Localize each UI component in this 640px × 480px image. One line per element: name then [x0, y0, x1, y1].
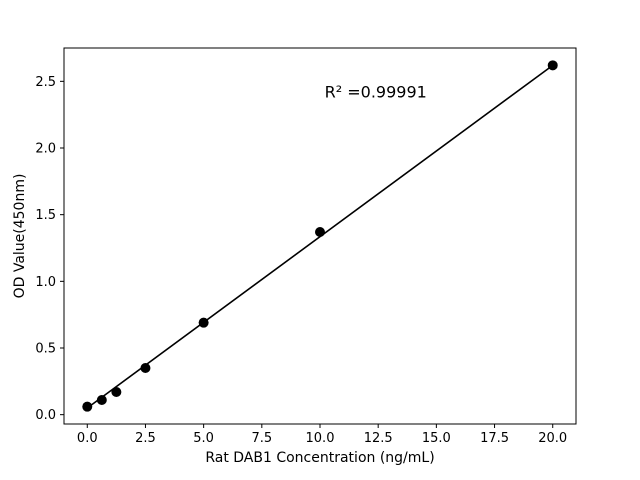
- data-point: [140, 363, 151, 373]
- x-tick-label: 0.0: [77, 431, 98, 446]
- y-tick-label: 1.5: [35, 208, 56, 223]
- y-tick-label: 0.5: [35, 342, 56, 357]
- data-point: [315, 227, 325, 237]
- x-tick-label: 7.5: [251, 431, 272, 446]
- x-tick-label: 20.0: [538, 431, 567, 446]
- x-axis-label: Rat DAB1 Concentration (ng/mL): [205, 450, 434, 466]
- y-tick-label: 0.0: [35, 408, 56, 423]
- r-squared-annotation: R² =0.99991: [325, 82, 427, 101]
- data-point: [82, 401, 93, 412]
- x-tick-label: 15.0: [422, 431, 451, 446]
- x-tick-label: 12.5: [364, 431, 393, 446]
- data-point: [111, 387, 122, 397]
- data-point: [96, 395, 107, 405]
- y-tick-label: 2.5: [35, 75, 56, 90]
- x-tick-label: 5.0: [193, 431, 214, 446]
- y-tick-label: 1.0: [35, 275, 56, 290]
- data-point: [198, 317, 209, 328]
- x-tick-label: 2.5: [135, 431, 156, 446]
- data-point: [547, 60, 558, 71]
- y-tick-label: 2.0: [35, 142, 56, 157]
- x-tick-label: 17.5: [480, 431, 509, 446]
- x-tick-label: 10.0: [306, 431, 335, 446]
- y-axis-label: OD Value(450nm): [12, 174, 28, 299]
